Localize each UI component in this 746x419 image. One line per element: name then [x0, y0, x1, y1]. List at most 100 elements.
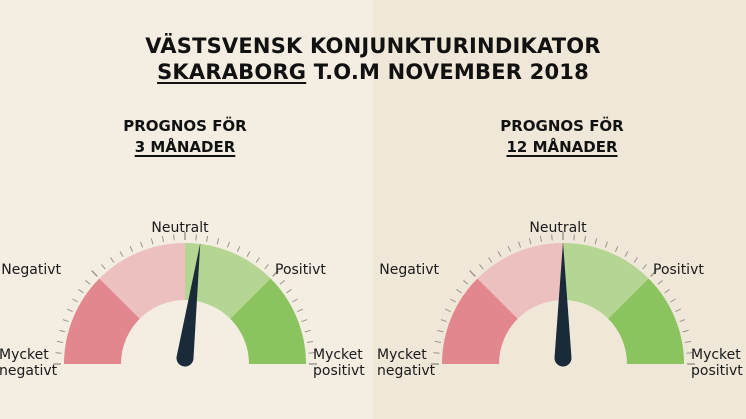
subtitle-horizon: 12 MÅNADER [506, 138, 618, 156]
subtitle-line1: PROGNOS FÖR [500, 117, 624, 135]
gauge-tick [279, 280, 285, 285]
gauge-tick [236, 245, 241, 252]
gauge-tick [675, 308, 682, 313]
gauge-tick [59, 329, 66, 333]
gauge-label-mycket-negativt-1: Mycket [377, 347, 427, 363]
gauge-subtitle-3m: PROGNOS FÖR 3 MÅNADER [65, 116, 305, 158]
gauge-tick [272, 270, 279, 277]
gauge-tick [292, 298, 298, 303]
gauge-tick [129, 245, 134, 252]
gauge-segment-negativt [477, 243, 563, 319]
gauge-tick [437, 329, 444, 333]
gauge-tick [72, 298, 78, 303]
gauge-label-neutralt: Neutralt [529, 220, 587, 236]
gauge-tick [91, 270, 98, 277]
gauge-tick [444, 308, 451, 313]
gauge-tick [195, 234, 197, 241]
gauge-tick [497, 251, 502, 257]
gauge-label-positivt: Positivt [653, 262, 704, 278]
gauge-tick [679, 319, 686, 323]
gauge-tick [624, 251, 629, 257]
main-title-line1: VÄSTSVENSK KONJUNKTURINDIKATOR [145, 34, 601, 58]
gauge-tick [528, 238, 532, 245]
gauge-tick [161, 235, 164, 242]
gauge-tick [264, 264, 269, 270]
gauge-tick [507, 245, 512, 252]
gauge-tick [584, 235, 587, 242]
gauge-label-negativt: Negativt [379, 262, 439, 278]
gauge-tick [539, 235, 542, 242]
gauge-tick [216, 238, 220, 245]
gauge-tick [85, 280, 91, 285]
gauge-tick [66, 308, 73, 313]
gauge-tick [304, 329, 311, 333]
gauge-tick [119, 251, 124, 257]
subtitle-line1: PROGNOS FÖR [123, 117, 247, 135]
gauge-tick [101, 264, 106, 270]
gauge-tick [604, 241, 608, 248]
gauge-segment-positivt [563, 243, 649, 319]
gauge-tick [307, 340, 314, 343]
gauge-label-neutralt: Neutralt [151, 220, 209, 236]
gauge-tick [664, 289, 670, 294]
gauge-label-mycket-negativt-2: negativt [377, 363, 436, 379]
gauge-12-manader: MycketnegativtNegativtNeutraltPositivtMy… [377, 220, 743, 379]
gauge-tick [56, 340, 63, 343]
gauge-tick [614, 245, 619, 252]
gauge-label-mycket-positivt-1: Mycket [313, 347, 363, 363]
gauge-tick [308, 352, 315, 354]
subtitle-horizon: 3 MÅNADER [134, 138, 236, 156]
gauge-tick [642, 264, 647, 270]
gauge-tick [518, 241, 522, 248]
gauge-needle [554, 242, 572, 367]
gauge-tick [682, 329, 689, 333]
gauge-tick [173, 234, 175, 241]
gauge-segment-negativt [99, 243, 185, 319]
gauge-segment-positivt [185, 243, 271, 319]
gauge-label-positivt: Positivt [275, 262, 326, 278]
gauge-segment-mycket-positivt [608, 278, 684, 364]
gauge-tick [594, 238, 598, 245]
gauge-3-manader: MycketnegativtNegativtNeutraltPositivtMy… [0, 220, 365, 379]
gauge-tick [433, 352, 440, 354]
gauge-tick [297, 308, 304, 313]
gauge-tick [62, 319, 69, 323]
gauge-tick [450, 298, 456, 303]
gauge-tick [246, 251, 251, 257]
gauge-segment-mycket-negativt [441, 278, 518, 364]
period-text: T.O.M NOVEMBER 2018 [306, 60, 589, 84]
gauge-tick [633, 257, 638, 263]
gauge-tick [150, 238, 154, 245]
region-name: SKARABORG [157, 60, 307, 84]
gauge-tick [488, 257, 493, 263]
gauge-label-mycket-positivt-1: Mycket [691, 347, 741, 363]
gauge-tick [551, 234, 553, 241]
gauge-segment-mycket-positivt [230, 278, 306, 364]
gauge-tick [206, 235, 209, 242]
gauge-segment-mycket-negativt [64, 278, 140, 364]
gauge-tick [140, 241, 144, 248]
gauge-tick [573, 234, 575, 241]
gauge-tick [685, 340, 692, 343]
gauge-tick [479, 264, 484, 270]
gauge-label-mycket-negativt-2: negativt [0, 363, 58, 379]
gauge-tick [440, 319, 447, 323]
gauge-label-negativt: Negativt [1, 262, 61, 278]
gauge-label-mycket-positivt-2: positivt [691, 363, 743, 379]
gauge-tick [286, 289, 292, 294]
gauge-tick [55, 352, 62, 354]
gauge-label-mycket-negativt-1: Mycket [0, 347, 49, 363]
gauge-tick [686, 352, 693, 354]
gauge-tick [463, 280, 469, 285]
gauge-tick [650, 270, 657, 277]
main-title-line2: SKARABORG T.O.M NOVEMBER 2018 [0, 60, 746, 84]
gauge-tick [255, 257, 260, 263]
gauge-needle [176, 242, 201, 367]
gauge-tick [78, 289, 84, 294]
gauge-tick [301, 319, 308, 323]
gauge-tick [670, 298, 676, 303]
gauge-tick [657, 280, 663, 285]
gauge-tick [456, 289, 462, 294]
gauge-tick [110, 257, 115, 263]
